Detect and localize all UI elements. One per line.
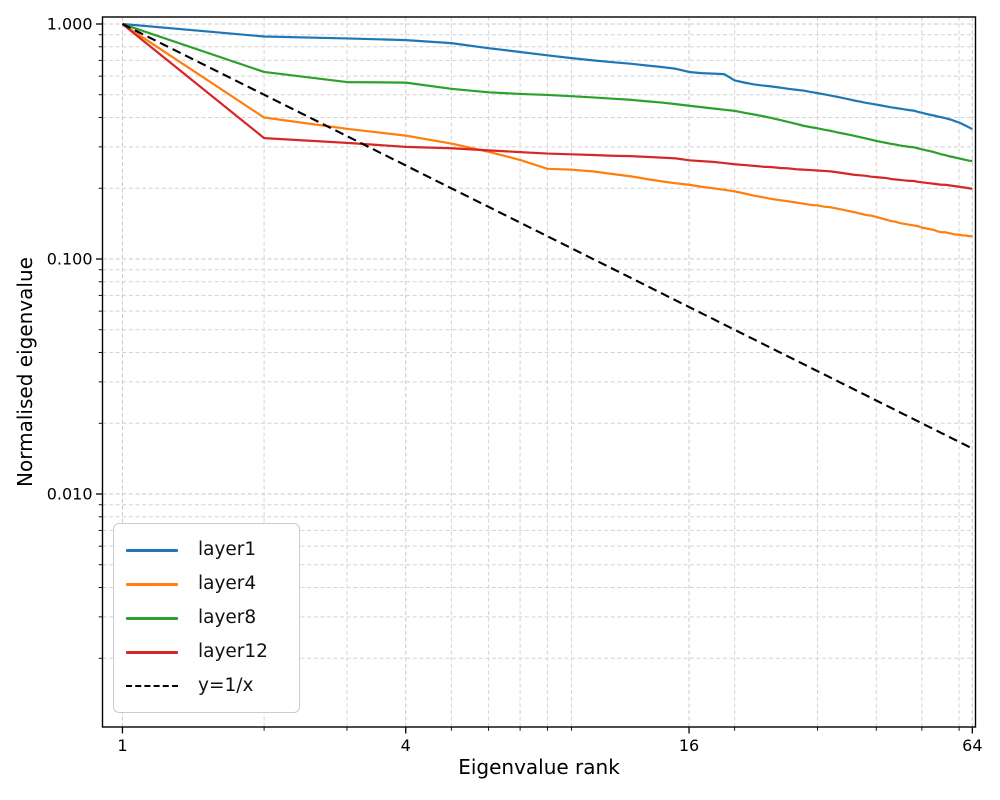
x-tick-label: 16 — [679, 736, 699, 755]
legend-line-sample — [126, 548, 178, 552]
legend-line-sample — [126, 685, 178, 687]
y-axis-label: Normalised eigenvalue — [13, 257, 37, 487]
x-axis-label: Eigenvalue rank — [458, 755, 620, 779]
legend-label: layer12 — [198, 640, 268, 662]
ticks: 1 4 16 64 1.000 0.100 0.010 — [47, 15, 983, 755]
plot-border — [101, 16, 977, 728]
legend-line-sample — [126, 616, 178, 620]
legend-label: y=1/x — [198, 674, 254, 696]
x-tick-label: 64 — [962, 736, 982, 755]
legend-item-layer1: layer1 — [126, 533, 287, 567]
series-line-layer8 — [122, 22, 973, 163]
legend-item-layer12: layer12 — [126, 635, 287, 669]
legend: layer1 layer4 layer8 layer12 y=1/x — [113, 523, 300, 713]
series-line-layer1 — [122, 22, 973, 131]
legend-item-layer8: layer8 — [126, 601, 287, 635]
series-lines — [121, 22, 973, 450]
legend-item-y-1-x: y=1/x — [126, 669, 287, 703]
legend-line-sample — [126, 582, 178, 586]
series-line-layer4 — [121, 23, 973, 238]
gridlines — [102, 17, 976, 727]
legend-label: layer4 — [198, 572, 257, 594]
x-tick-label: 1 — [117, 736, 127, 755]
series-line-layer12 — [121, 23, 973, 190]
legend-item-layer4: layer4 — [126, 567, 287, 601]
x-tick-label: 4 — [401, 736, 411, 755]
legend-label: layer1 — [198, 538, 257, 560]
y-tick-label: 1.000 — [47, 15, 93, 34]
y-tick-label: 0.010 — [47, 485, 93, 504]
legend-label: layer8 — [198, 606, 257, 628]
y-tick-label: 0.100 — [47, 250, 93, 269]
legend-line-sample — [126, 650, 178, 654]
